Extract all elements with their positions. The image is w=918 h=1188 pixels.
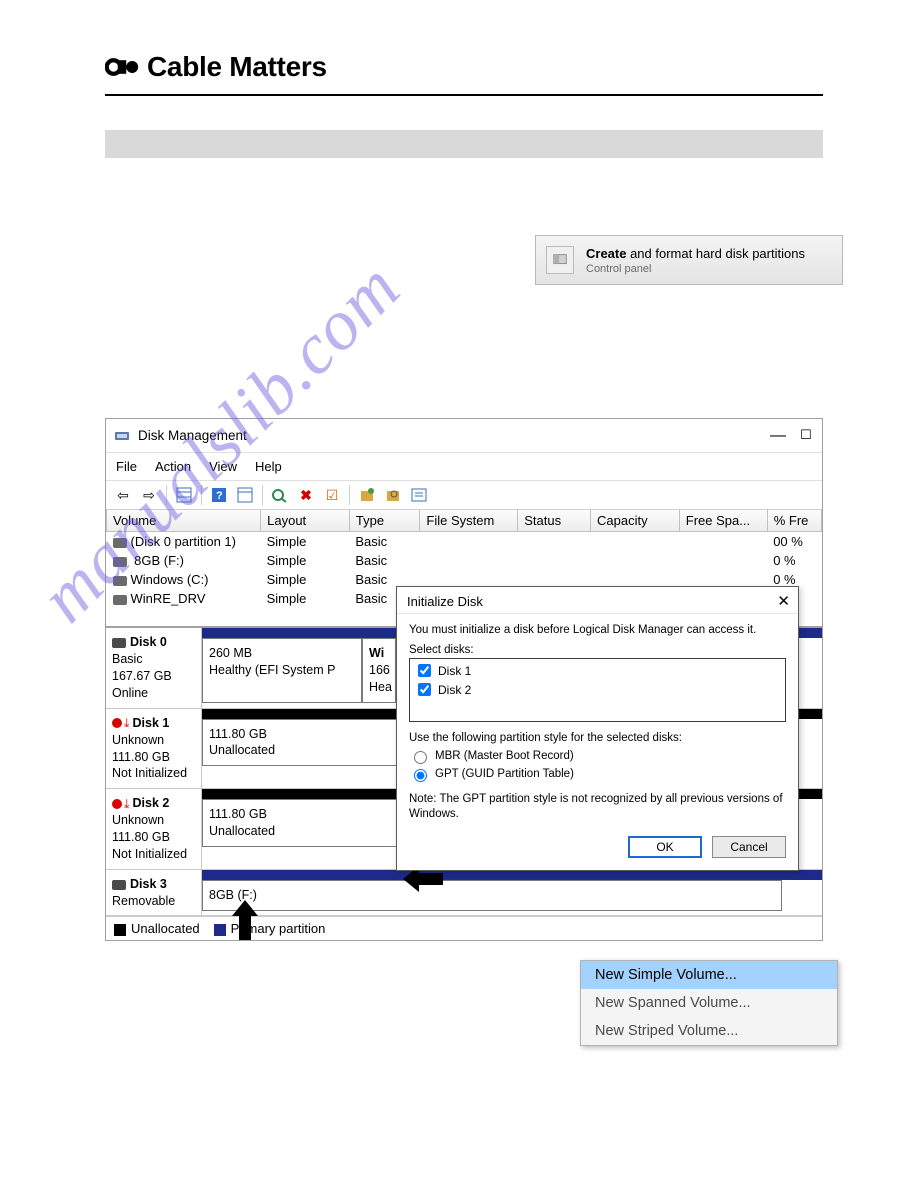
toolbar-check-icon[interactable]: ☑ bbox=[321, 484, 343, 506]
disk-info-panel[interactable]: ⤓Disk 2Unknown111.80 GBNot Initialized bbox=[106, 789, 202, 869]
disk-checkbox-row[interactable]: Disk 2 bbox=[414, 680, 781, 699]
menu-file[interactable]: File bbox=[116, 459, 137, 474]
menu-help[interactable]: Help bbox=[255, 459, 282, 474]
radio-mbr-label: MBR (Master Boot Record) bbox=[435, 750, 574, 762]
legend: Unallocated Primary partition bbox=[106, 916, 822, 940]
partition-style-label: Use the following partition style for th… bbox=[409, 732, 786, 744]
control-panel-result-subtitle: Control panel bbox=[586, 263, 805, 275]
context-menu-item[interactable]: New Spanned Volume... bbox=[581, 989, 837, 1017]
disk-info-panel[interactable]: Disk 0Basic167.67 GBOnline bbox=[106, 628, 202, 708]
toolbar-refresh-icon[interactable] bbox=[269, 484, 291, 506]
context-menu-item[interactable]: New Striped Volume... bbox=[581, 1017, 837, 1045]
toolbar-list-icon[interactable] bbox=[234, 484, 256, 506]
menu-action[interactable]: Action bbox=[155, 459, 191, 474]
partitions-icon bbox=[546, 246, 574, 274]
toolbar-help-icon[interactable]: ? bbox=[208, 484, 230, 506]
disk-select-list[interactable]: Disk 1 Disk 2 bbox=[409, 658, 786, 722]
radio-gpt[interactable]: GPT (GUID Partition Table) bbox=[409, 766, 786, 782]
partition-block[interactable]: 8GB (F:) bbox=[202, 880, 782, 911]
context-menu-item[interactable]: New Simple Volume... bbox=[581, 961, 837, 989]
window-maximize-button[interactable]: ☐ bbox=[800, 427, 812, 445]
nav-back-button[interactable]: ⇦ bbox=[112, 484, 134, 506]
brand-rule bbox=[105, 94, 823, 96]
column-header[interactable]: Volume bbox=[107, 510, 261, 532]
column-header[interactable]: Type bbox=[349, 510, 420, 532]
new-volume-context-menu: New Simple Volume...New Spanned Volume..… bbox=[580, 960, 838, 1046]
column-header[interactable]: Status bbox=[518, 510, 591, 532]
toolbar-grid-icon[interactable] bbox=[173, 484, 195, 506]
table-row[interactable]: 8GB (F:)SimpleBasic0 % bbox=[107, 551, 822, 570]
toolbar-new-icon[interactable] bbox=[356, 484, 378, 506]
legend-unallocated-swatch bbox=[114, 924, 126, 936]
radio-gpt-label: GPT (GUID Partition Table) bbox=[435, 768, 574, 780]
svg-text:?: ? bbox=[216, 490, 223, 502]
dm-titlebar: Disk Management — ☐ bbox=[106, 419, 822, 453]
toolbar-search-icon[interactable] bbox=[382, 484, 404, 506]
column-header[interactable]: Free Spa... bbox=[679, 510, 767, 532]
dm-menubar: File Action View Help bbox=[106, 453, 822, 480]
column-header[interactable]: Capacity bbox=[591, 510, 680, 532]
toolbar-properties-icon[interactable] bbox=[408, 484, 430, 506]
table-row[interactable]: (Disk 0 partition 1)SimpleBasic00 % bbox=[107, 532, 822, 552]
toolbar-delete-icon[interactable]: ✖ bbox=[295, 484, 317, 506]
dialog-title: Initialize Disk bbox=[407, 594, 483, 609]
nav-forward-button[interactable]: ⇨ bbox=[138, 484, 160, 506]
dialog-close-button[interactable]: ✕ bbox=[777, 592, 790, 610]
disk-row: Disk 3Removable 8GB (F:) bbox=[106, 870, 822, 916]
initialize-disk-dialog: Initialize Disk ✕ You must initialize a … bbox=[396, 586, 799, 871]
column-header[interactable]: Layout bbox=[261, 510, 350, 532]
arrow-up-icon bbox=[232, 900, 258, 940]
disk-info-panel[interactable]: Disk 3Removable bbox=[106, 870, 202, 916]
window-minimize-button[interactable]: — bbox=[770, 427, 782, 445]
select-disks-label: Select disks: bbox=[409, 644, 786, 656]
legend-unallocated-label: Unallocated bbox=[131, 921, 200, 936]
legend-primary-swatch bbox=[214, 924, 226, 936]
partition-block[interactable]: Wi166Hea bbox=[362, 638, 396, 703]
radio-mbr[interactable]: MBR (Master Boot Record) bbox=[409, 748, 786, 764]
dialog-ok-button[interactable]: OK bbox=[628, 836, 702, 858]
control-panel-result-title: Create and format hard disk partitions bbox=[586, 246, 805, 261]
dialog-text: You must initialize a disk before Logica… bbox=[409, 624, 786, 636]
column-header[interactable]: % Fre bbox=[767, 510, 821, 532]
dm-app-icon bbox=[114, 428, 130, 444]
disk-header-bar bbox=[202, 870, 822, 880]
dialog-cancel-button[interactable]: Cancel bbox=[712, 836, 786, 858]
disk-info-panel[interactable]: ⤓Disk 1Unknown111.80 GBNot Initialized bbox=[106, 709, 202, 789]
brand-text: Cable Matters bbox=[147, 51, 327, 83]
section-graybar bbox=[105, 130, 823, 158]
dm-title: Disk Management bbox=[138, 428, 247, 443]
column-header[interactable]: File System bbox=[420, 510, 518, 532]
disk-checkbox-row[interactable]: Disk 1 bbox=[414, 661, 781, 680]
menu-view[interactable]: View bbox=[209, 459, 237, 474]
brand-header: Cable Matters bbox=[105, 50, 823, 84]
dialog-note: Note: The GPT partition style is not rec… bbox=[409, 792, 786, 822]
partition-block[interactable]: 260 MBHealthy (EFI System P bbox=[202, 638, 362, 703]
cable-matters-logo-icon bbox=[105, 50, 139, 84]
dm-toolbar: ⇦ ⇨ ? ✖ ☑ bbox=[106, 480, 822, 510]
control-panel-result-tile[interactable]: Create and format hard disk partitions C… bbox=[535, 235, 843, 285]
